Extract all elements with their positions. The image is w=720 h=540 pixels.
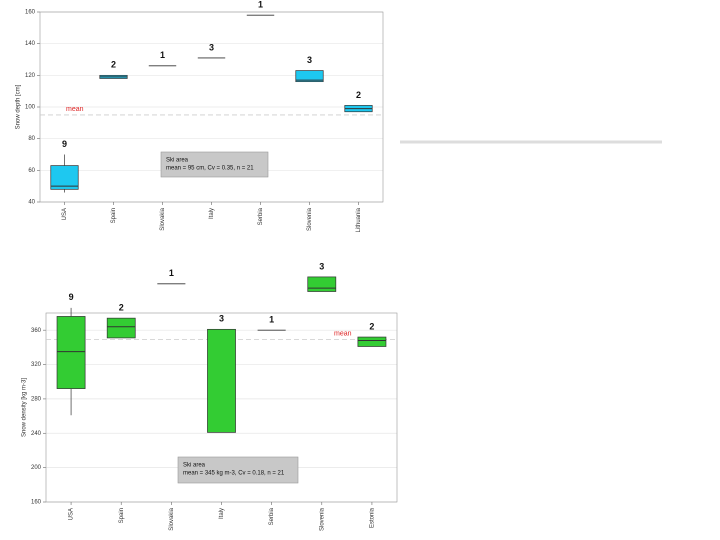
annotation-text: mean = 95 cm, Cv = 0.35, n = 21 — [166, 166, 254, 172]
count-label: 9 — [69, 292, 74, 302]
count-label: 2 — [111, 60, 116, 70]
count-label: 2 — [356, 90, 361, 100]
y-tick-label: 320 — [31, 362, 42, 368]
box — [357, 336, 387, 347]
y-tick-label: 80 — [28, 136, 35, 142]
box — [50, 165, 79, 190]
x-tick-label: Slovenia — [319, 507, 325, 531]
y-axis-label: Snow depth [cm] — [16, 84, 22, 129]
y-tick-label: 140 — [25, 41, 36, 47]
x-tick-label: Estonia — [370, 507, 376, 528]
count-label: 2 — [369, 321, 374, 331]
x-tick-label: Serbia — [269, 507, 275, 525]
y-tick-label: 120 — [25, 73, 36, 79]
box — [307, 276, 337, 292]
box — [56, 316, 86, 389]
x-tick-label: Italy — [209, 208, 215, 219]
annotation-box — [177, 456, 299, 484]
count-label: 3 — [219, 314, 224, 324]
count-label: 3 — [307, 55, 312, 65]
x-tick-label: Lithuania — [356, 207, 362, 232]
x-tick-label: Serbia — [258, 207, 264, 225]
y-tick-label: 280 — [31, 396, 42, 402]
count-label: 3 — [319, 261, 324, 271]
y-tick-label: 240 — [31, 431, 42, 437]
count-label: 1 — [269, 315, 274, 325]
x-tick-label: Italy — [219, 508, 225, 519]
mean-label: mean — [334, 330, 352, 337]
y-tick-label: 200 — [31, 465, 42, 471]
y-tick-label: 40 — [28, 200, 35, 206]
box — [207, 328, 236, 433]
x-tick-label: Slovakia — [160, 207, 166, 230]
y-tick-label: 160 — [25, 10, 36, 16]
x-tick-label: Slovenia — [307, 207, 313, 231]
annotation-text: mean = 345 kg m-3, Cv = 0.18, n = 21 — [183, 471, 285, 477]
count-label: 2 — [119, 303, 124, 313]
x-tick-label: Spain — [111, 208, 117, 223]
count-label: 3 — [209, 42, 214, 52]
y-tick-label: 100 — [25, 105, 36, 111]
count-label: 1 — [258, 0, 263, 10]
x-tick-label: USA — [62, 208, 68, 220]
annotation-text: Ski area — [183, 463, 206, 469]
annotation-text: Ski area — [166, 158, 189, 164]
box — [106, 317, 136, 339]
box — [295, 70, 324, 83]
y-axis-label: Snow density [kg m-3] — [22, 378, 28, 437]
count-label: 1 — [160, 50, 165, 60]
count-label: 9 — [62, 139, 67, 149]
y-tick-label: 60 — [28, 168, 35, 174]
x-tick-label: USA — [69, 508, 75, 520]
x-tick-label: Slovakia — [169, 507, 175, 530]
x-tick-label: Spain — [119, 508, 125, 523]
y-tick-label: 360 — [31, 328, 42, 334]
y-tick-label: 160 — [31, 500, 42, 506]
mean-label: mean — [66, 106, 84, 113]
annotation-box — [160, 151, 269, 178]
count-label: 1 — [169, 268, 174, 278]
